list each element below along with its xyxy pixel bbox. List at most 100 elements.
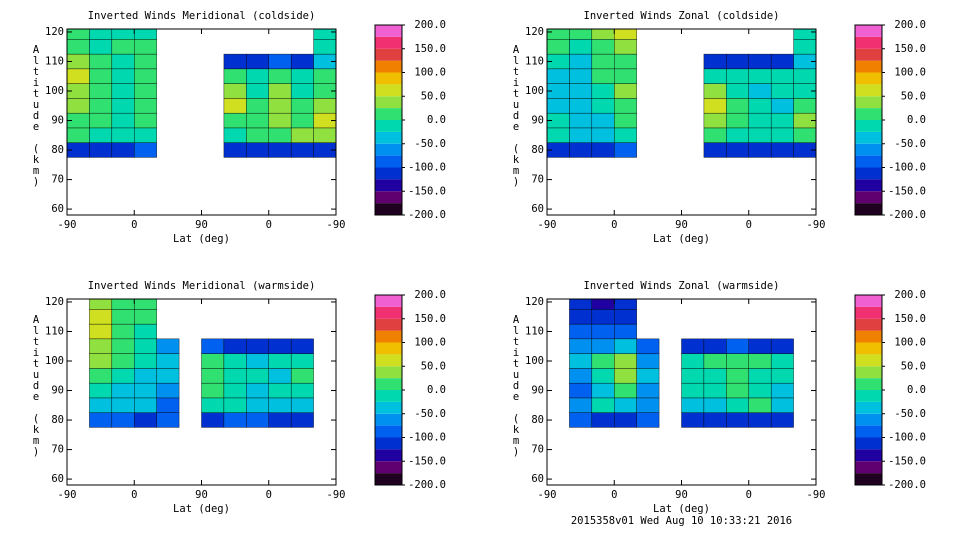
- contour-cell: [703, 127, 727, 143]
- colorbar-label: -50.0: [414, 408, 446, 420]
- x-tick-label: -90: [807, 489, 826, 501]
- contour-cell: [156, 397, 180, 413]
- contour-cell: [770, 382, 794, 399]
- contour-cell: [591, 98, 615, 114]
- contour-cell: [748, 397, 772, 413]
- contour-cell: [111, 412, 135, 428]
- y-tick-label: 120: [45, 296, 64, 308]
- contour-cell: [569, 53, 593, 70]
- contour-cell: [313, 28, 337, 40]
- contour-cell: [134, 98, 157, 114]
- y-tick-label: 90: [531, 115, 544, 127]
- y-tick-label: 70: [51, 444, 64, 456]
- contour-cell: [569, 98, 593, 114]
- contour-cell: [89, 68, 113, 84]
- colorbar-band: [855, 401, 882, 414]
- colorbar-band: [855, 143, 882, 156]
- contour-cell: [591, 142, 615, 158]
- colorbar-band: [375, 72, 402, 85]
- contour-cell: [111, 298, 135, 310]
- contour-cell: [223, 83, 247, 99]
- contour-cell: [770, 338, 794, 354]
- contour-cell: [614, 353, 637, 369]
- colorbar-label: 150.0: [894, 313, 926, 325]
- y-tick-label: 60: [51, 203, 64, 215]
- y-tick-label: 80: [531, 414, 544, 426]
- contour-cell: [66, 39, 90, 55]
- contour-cell: [770, 412, 794, 428]
- contour-cell: [770, 397, 794, 413]
- contour-cell: [703, 397, 727, 413]
- y-tick-label: 70: [531, 174, 544, 186]
- contour-cell: [770, 353, 794, 369]
- y-tick-label: 120: [45, 26, 64, 38]
- colorbar-band: [375, 366, 402, 379]
- contour-cell: [614, 397, 637, 413]
- colorbar-label: -150.0: [408, 455, 446, 467]
- contour-cell: [793, 39, 817, 55]
- colorbar-label: 100.0: [894, 67, 926, 79]
- contour-cell: [201, 368, 225, 384]
- y-tick-label: 100: [525, 355, 544, 367]
- colorbar-label: 0.0: [427, 384, 446, 396]
- contour-cell: [66, 98, 90, 114]
- contour-cell: [770, 127, 794, 143]
- y-tick-label: 120: [525, 296, 544, 308]
- contour-cell: [89, 112, 113, 129]
- colorbar-label: -200.0: [888, 209, 926, 221]
- contour-cell: [156, 382, 180, 399]
- colorbar-band: [855, 179, 882, 192]
- colorbar-band: [375, 461, 402, 474]
- colorbar-band: [855, 167, 882, 180]
- contour-cell: [134, 39, 157, 55]
- contour-cell: [223, 382, 247, 399]
- contour-cell: [591, 338, 615, 354]
- y-axis-label: Altitude (km): [30, 44, 42, 187]
- contour-cell: [246, 353, 269, 369]
- x-axis-label: Lat (deg): [173, 233, 230, 245]
- y-tick-label: 90: [51, 115, 64, 127]
- colorbar-band: [375, 143, 402, 156]
- contour-cell: [134, 68, 157, 84]
- contour-cell: [591, 83, 615, 99]
- contour-cell: [726, 368, 749, 384]
- contour-cell: [290, 127, 314, 143]
- contour-cell: [726, 83, 749, 99]
- x-tick-label: 0: [131, 489, 137, 501]
- contour-cell: [89, 127, 113, 143]
- chart-title: Inverted Winds Meridional (warmside): [88, 280, 316, 292]
- x-tick-label: -90: [58, 489, 77, 501]
- contour-cell: [591, 323, 615, 340]
- contour-cell: [748, 98, 772, 114]
- contour-cell: [636, 397, 660, 413]
- contour-cell: [89, 39, 113, 55]
- contour-cell: [770, 368, 794, 384]
- x-tick-label: 0: [746, 489, 752, 501]
- contour-cell: [111, 382, 135, 399]
- contour-cell: [703, 142, 727, 158]
- colorbar-label: -150.0: [888, 185, 926, 197]
- contour-cell: [636, 412, 660, 428]
- contour-cell: [569, 112, 593, 129]
- contour-cell: [636, 353, 660, 369]
- contour-cell: [748, 368, 772, 384]
- colorbar-band: [375, 179, 402, 192]
- colorbar-label: 0.0: [907, 114, 926, 126]
- x-tick-label: -90: [327, 489, 346, 501]
- x-tick-label: 0: [611, 219, 617, 231]
- contour-cell: [89, 53, 113, 70]
- colorbar-band: [855, 354, 882, 367]
- contour-cell: [290, 53, 314, 70]
- y-tick-label: 90: [531, 385, 544, 397]
- contour-cell: [290, 368, 314, 384]
- contour-cell: [156, 412, 180, 428]
- contour-cell: [614, 142, 637, 158]
- contour-cell: [111, 112, 135, 129]
- colorbar-label: -200.0: [408, 209, 446, 221]
- contour-cell: [223, 412, 247, 428]
- contour-cell: [89, 98, 113, 114]
- contour-cell: [591, 68, 615, 84]
- chart-title: Inverted Winds Meridional (coldside): [88, 10, 316, 22]
- colorbar-label: 200.0: [414, 19, 446, 31]
